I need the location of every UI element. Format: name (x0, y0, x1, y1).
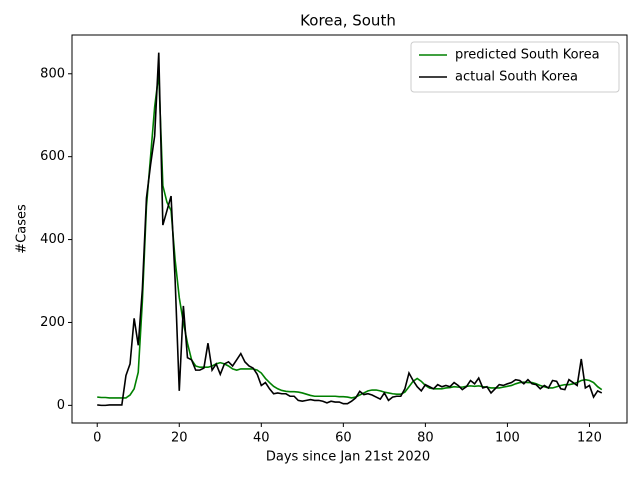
plot-frame (71, 34, 628, 424)
legend-box (410, 41, 620, 93)
y-tick-label: 200 (40, 315, 65, 330)
x-tick-label: 0 (93, 431, 101, 446)
y-tick-label: 800 (40, 66, 65, 81)
x-tick-label: 60 (335, 431, 352, 446)
legend-label: predicted South Korea (455, 48, 600, 63)
y-tick-label: 0 (57, 398, 65, 413)
x-tick-label: 120 (577, 431, 602, 446)
x-tick-label: 40 (253, 431, 270, 446)
x-axis-label: Days since Jan 21st 2020 (266, 450, 430, 465)
y-tick-label: 400 (40, 232, 65, 247)
y-tick-label: 600 (40, 149, 65, 164)
chart-title: Korea, South (300, 12, 396, 30)
x-tick-label: 20 (171, 431, 188, 446)
legend-label: actual South Korea (455, 70, 578, 85)
y-axis-label: #Cases (15, 204, 30, 254)
line (97, 73, 603, 399)
x-tick-label: 100 (495, 431, 520, 446)
x-tick-label: 80 (417, 431, 434, 446)
line (97, 52, 603, 407)
